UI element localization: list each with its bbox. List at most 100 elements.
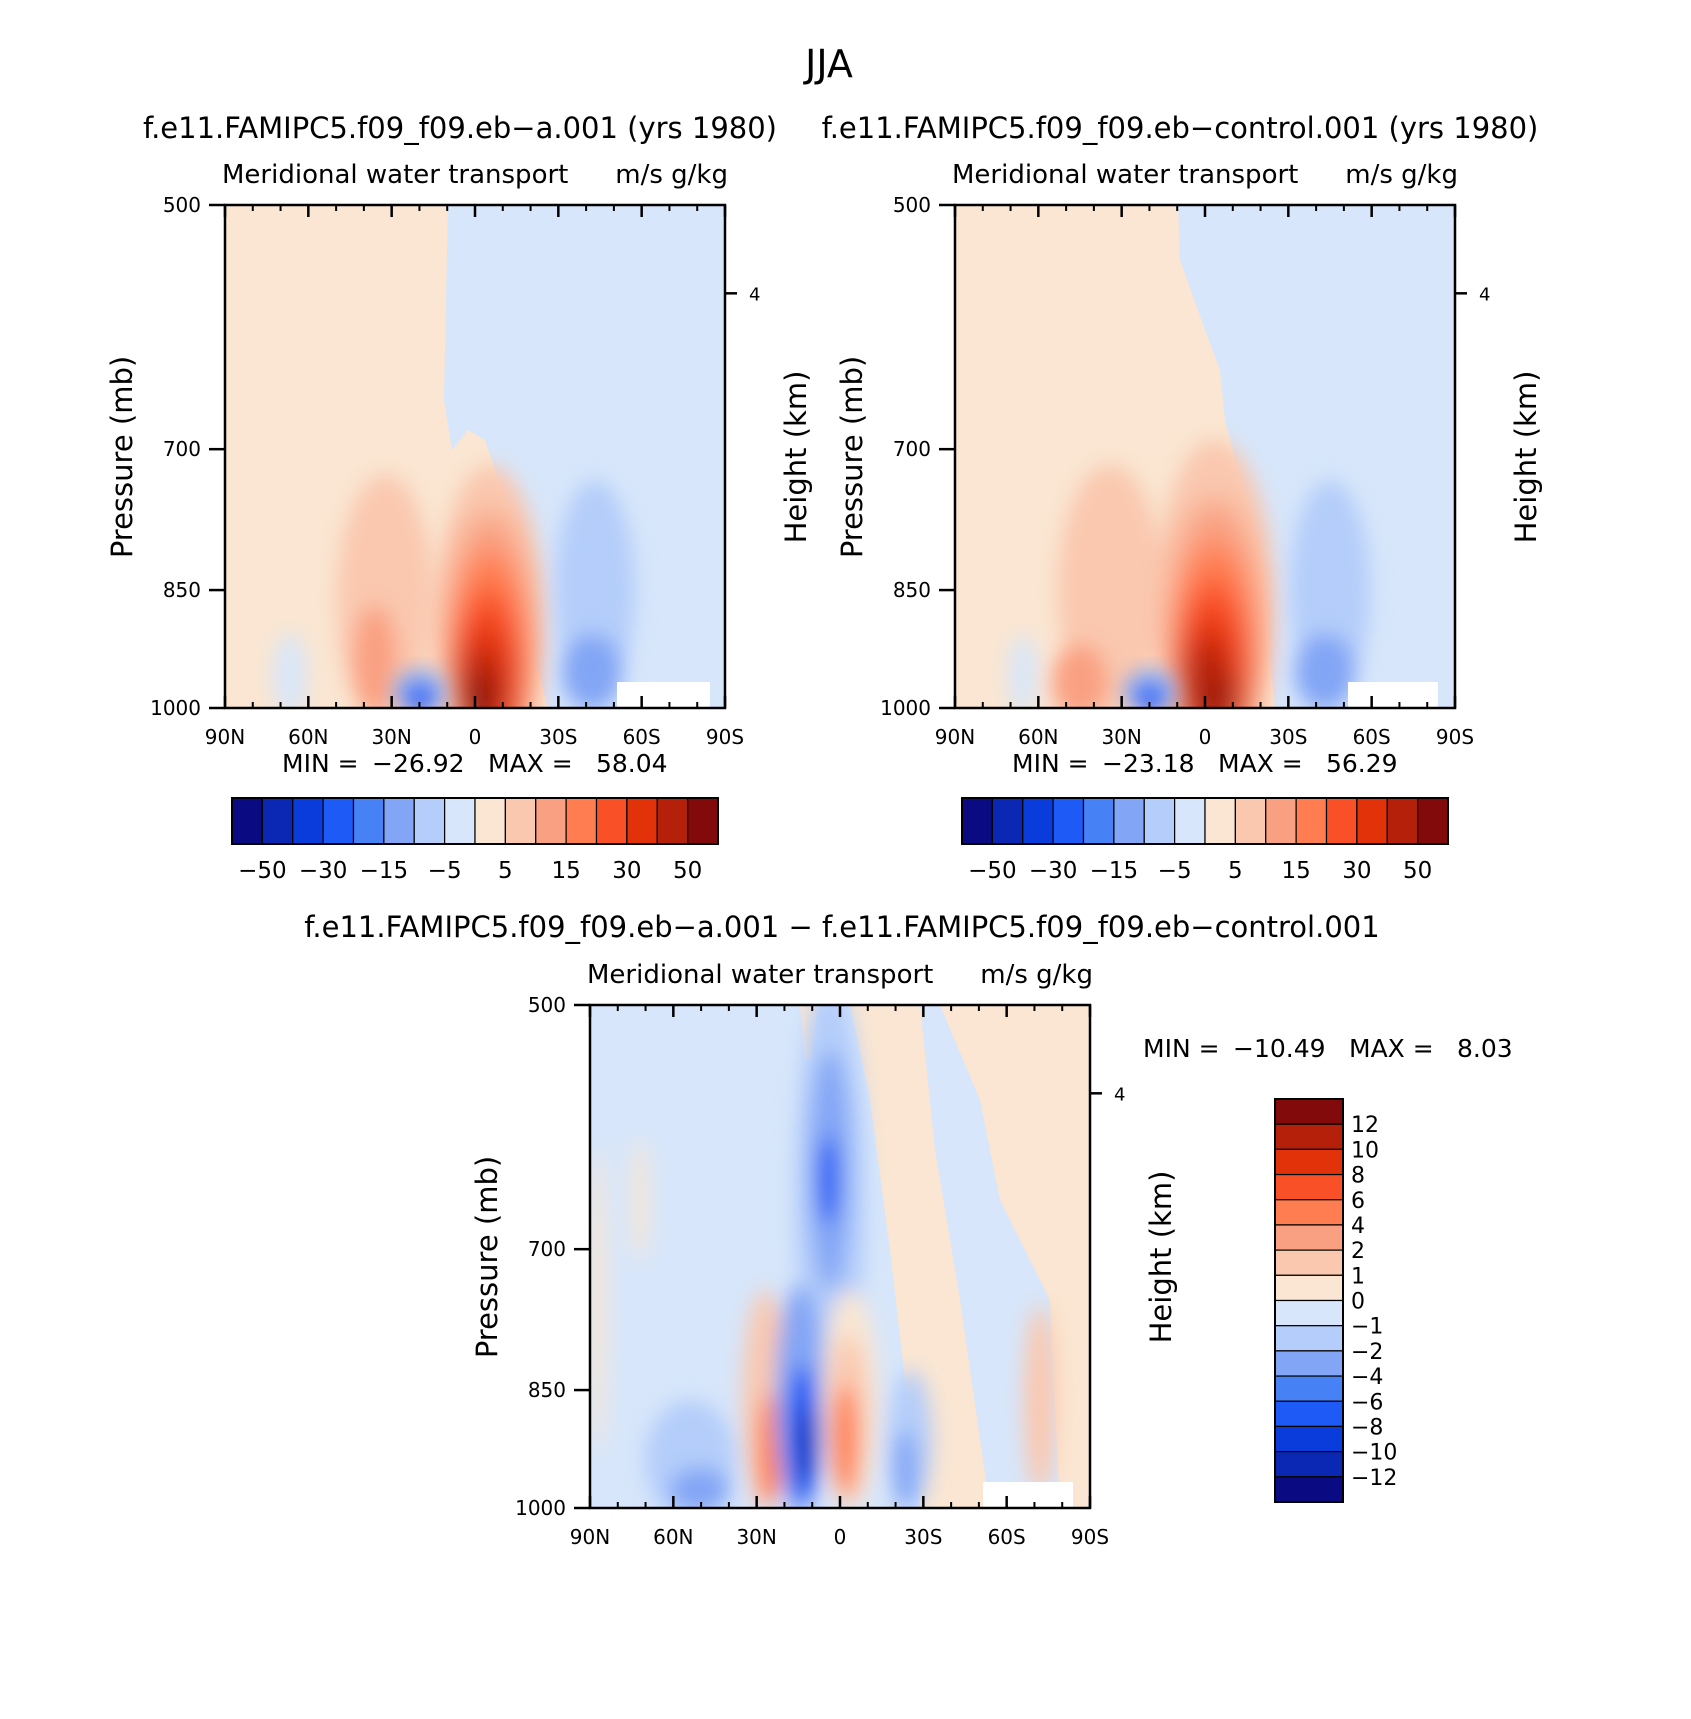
colorbar-label: 30	[1342, 858, 1371, 884]
panel-2-min-value: −23.18	[1102, 749, 1195, 778]
colorbar-swatch	[1274, 1249, 1344, 1276]
panel-3-ylabel-right: Height (km)	[1144, 1171, 1178, 1344]
panel-3-pos-far-south-mid	[1024, 1305, 1056, 1495]
colorbar-frame	[961, 797, 1449, 845]
colorbar-swatch	[565, 797, 598, 845]
colorbar-swatch	[1274, 1173, 1344, 1201]
panel-1-pos-midlat-mid	[353, 605, 397, 708]
colorbar-label: −5	[1158, 858, 1192, 884]
colorbar-swatch	[504, 797, 537, 845]
colorbar-swatch	[1274, 1148, 1344, 1176]
colorbar-swatch	[1274, 1299, 1344, 1327]
colorbar-swatch	[1274, 1476, 1344, 1503]
panel-1-missing-data	[617, 682, 710, 708]
y-tick-label: 850	[893, 578, 931, 602]
panel-3-min-value: −10.49	[1233, 1034, 1326, 1063]
colorbar-label: −5	[428, 858, 462, 884]
x-tick-label: 0	[1199, 725, 1212, 749]
x-tick-label: 90N	[570, 1525, 610, 1549]
y-tick-label: 500	[163, 193, 201, 217]
panel-3-field	[590, 1005, 1090, 1508]
colorbar-swatch	[231, 797, 263, 845]
colorbar-swatch	[1386, 797, 1419, 845]
colorbar-label: −10	[1351, 1441, 1397, 1466]
colorbar-label: −2	[1351, 1340, 1383, 1365]
panel-2-neg-south-mid	[1295, 634, 1355, 708]
right-tick-label: 4	[749, 284, 760, 305]
panel-3-axes: 90N 60N 30N 0 30S 60S 90S 500 700 850 1000 4	[515, 993, 1125, 1549]
colorbar-swatch	[626, 797, 658, 845]
colorbar-swatch	[292, 797, 324, 845]
colorbar-swatch	[1274, 1098, 1344, 1125]
panel-2-field	[955, 205, 1455, 708]
y-tick-label: 1000	[880, 696, 931, 720]
y-tick-label: 1000	[515, 1496, 566, 1520]
colorbar-swatch	[1274, 1451, 1344, 1478]
colorbar-label: −30	[1029, 858, 1078, 884]
x-tick-label: 30S	[1269, 725, 1307, 749]
panel-1-field	[225, 205, 725, 708]
colorbar-swatch	[595, 797, 628, 845]
x-tick-label: 30N	[371, 725, 411, 749]
panel-1-pos-tropical-core	[466, 678, 494, 708]
x-tick-label: 0	[834, 1525, 847, 1549]
colorbar-swatch	[474, 797, 506, 845]
panel-3-ylabel: Pressure (mb)	[470, 1156, 504, 1358]
panel-3-neg-upper-core	[818, 1135, 838, 1225]
right-tick-label: 4	[1479, 284, 1490, 305]
y-tick-label: 700	[528, 1237, 566, 1261]
x-tick-label: 60N	[1018, 725, 1058, 749]
panel-2-missing-data	[1348, 682, 1438, 708]
colorbar-swatch	[1356, 797, 1388, 845]
panel-1-title: f.e11.FAMIPC5.f09_f09.eb−a.001 (yrs 1980…	[143, 111, 777, 145]
colorbar-label: 4	[1351, 1214, 1365, 1239]
y-tick-label: 700	[163, 437, 201, 461]
panel-1-neg-south-mid	[562, 634, 622, 708]
colorbar-swatch	[1174, 797, 1206, 845]
panel-3-pos-equator-core	[833, 1385, 857, 1495]
colorbar-swatch	[1234, 797, 1267, 845]
panel-1-ylabel: Pressure (mb)	[105, 356, 139, 558]
panel-2-stats: MIN = −23.18 MAX = 56.29	[1012, 749, 1398, 778]
panel-3-stats: MIN = −10.49 MAX = 8.03	[1143, 1034, 1513, 1063]
panel-2-max-label: MAX =	[1218, 749, 1303, 778]
colorbar-swatch	[1274, 1425, 1344, 1453]
colorbar-label: 5	[498, 858, 513, 884]
x-tick-label: 60N	[288, 725, 328, 749]
colorbar-label: 0	[1351, 1290, 1365, 1315]
colorbar-swatch	[444, 797, 476, 845]
x-tick-label: 90S	[1436, 725, 1474, 749]
panel-1-max-value: 58.04	[596, 749, 668, 778]
right-tick-label: 4	[1114, 1084, 1125, 1105]
x-tick-label: 90S	[1071, 1525, 1109, 1549]
x-tick-label: 90N	[935, 725, 975, 749]
panel-3-max-label: MAX =	[1349, 1034, 1434, 1063]
colorbar-label: −1	[1351, 1315, 1383, 1340]
panel-3-max-value: 8.03	[1457, 1034, 1513, 1063]
panel-1-min-label: MIN =	[282, 749, 359, 778]
x-tick-label: 30S	[904, 1525, 942, 1549]
colorbar-swatch	[1022, 797, 1054, 845]
colorbar-swatch	[961, 797, 993, 845]
y-tick-label: 700	[893, 437, 931, 461]
colorbar-label: 15	[1281, 858, 1310, 884]
x-tick-label: 90N	[205, 725, 245, 749]
panel-3-pos-north-strip	[590, 1150, 606, 1450]
panel-2-title: f.e11.FAMIPC5.f09_f09.eb−control.001 (yr…	[822, 111, 1539, 145]
colorbar-swatch	[1274, 1123, 1344, 1150]
colorbar-label: 2	[1351, 1239, 1365, 1264]
y-tick-label: 850	[163, 578, 201, 602]
panel-3-min-label: MIN =	[1143, 1034, 1220, 1063]
y-tick-label: 850	[528, 1378, 566, 1402]
panel-3-missing-data	[983, 1482, 1073, 1508]
panel-1-axes: 90N 60N 30N 0 30S 60S 90S 500 700 850 1000 4	[150, 193, 760, 749]
x-tick-label: 90S	[706, 725, 744, 749]
panel-1-colorbar: −50 −30 −15 −5 5 15 30 50	[231, 797, 719, 884]
colorbar-swatch	[991, 797, 1024, 845]
colorbar-frame	[1274, 1098, 1344, 1503]
colorbar-swatch	[352, 797, 385, 845]
x-tick-label: 30N	[1101, 725, 1141, 749]
x-tick-label: 0	[469, 725, 482, 749]
colorbar-label: −30	[299, 858, 348, 884]
